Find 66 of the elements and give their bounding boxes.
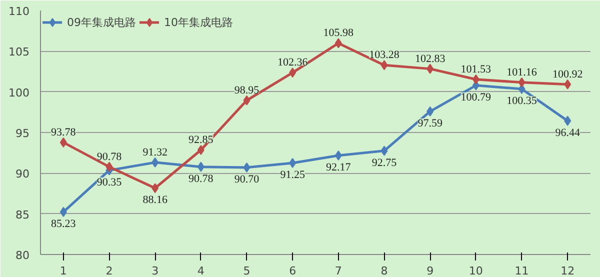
point xyxy=(60,137,67,148)
data-label: 90.78 xyxy=(188,172,214,185)
data-label: 90.70 xyxy=(234,173,260,186)
point xyxy=(472,74,480,84)
data-label: 88.16 xyxy=(142,194,168,206)
data-label: 91.25 xyxy=(280,169,306,181)
legend-label: 09年集成电路 xyxy=(67,14,136,30)
x-tick-label: 11 xyxy=(514,264,529,277)
point xyxy=(334,38,342,48)
data-label: 98.95 xyxy=(234,84,260,96)
data-label: 91.32 xyxy=(142,146,168,158)
x-tick-label: 9 xyxy=(426,264,434,277)
data-label: 102.36 xyxy=(277,56,308,69)
x-tick-label: 10 xyxy=(468,264,483,277)
data-label: 90.78 xyxy=(96,150,122,163)
data-label: 97.59 xyxy=(418,117,443,130)
x-tick-label: 6 xyxy=(289,264,296,277)
point xyxy=(243,95,250,106)
point xyxy=(197,162,204,172)
point xyxy=(564,79,572,90)
data-label: 100.92 xyxy=(552,68,583,80)
x-tick-label: 8 xyxy=(380,264,388,277)
data-label: 92.85 xyxy=(188,134,214,146)
point xyxy=(380,60,388,70)
point xyxy=(334,150,342,161)
x-tick-label: 1 xyxy=(60,264,67,277)
y-tick-label: 100 xyxy=(8,86,30,100)
data-label: 101.16 xyxy=(506,66,538,78)
y-tick-label: 85 xyxy=(16,208,30,222)
point xyxy=(243,162,250,172)
data-label: 100.35 xyxy=(506,94,538,107)
x-tick-label: 4 xyxy=(197,264,204,277)
point xyxy=(380,146,388,156)
y-tick-label: 105 xyxy=(8,46,30,59)
legend-label: 10年集成电路 xyxy=(164,14,233,30)
y-tick-label: 95 xyxy=(16,127,30,140)
data-label: 90.35 xyxy=(96,176,122,188)
y-tick-label: 110 xyxy=(8,5,30,18)
x-tick-label: 5 xyxy=(243,264,250,277)
point xyxy=(564,116,572,126)
data-label: 102.83 xyxy=(414,52,446,65)
point xyxy=(289,158,296,168)
x-tick-label: 2 xyxy=(106,264,113,277)
data-label: 96.44 xyxy=(555,126,580,139)
point xyxy=(426,106,434,116)
data-label: 85.23 xyxy=(51,218,76,230)
point xyxy=(426,64,434,74)
y-tick-label: 80 xyxy=(16,249,30,262)
y-tick-label: 90 xyxy=(16,168,30,181)
point xyxy=(152,157,159,168)
data-label: 100.79 xyxy=(460,91,492,104)
point xyxy=(289,68,296,78)
data-label: 92.75 xyxy=(372,156,398,169)
x-tick-label: 3 xyxy=(152,264,159,277)
data-label: 93.78 xyxy=(51,126,76,138)
data-label: 92.17 xyxy=(326,162,352,174)
point xyxy=(60,206,67,217)
data-label: 103.28 xyxy=(369,49,400,62)
point xyxy=(197,144,204,155)
x-tick-label: 12 xyxy=(560,264,575,277)
point xyxy=(518,77,526,88)
point xyxy=(152,183,159,194)
data-label: 105.98 xyxy=(323,27,354,40)
point xyxy=(106,162,113,172)
x-tick-label: 7 xyxy=(334,264,342,277)
data-label: 101.53 xyxy=(460,63,492,76)
